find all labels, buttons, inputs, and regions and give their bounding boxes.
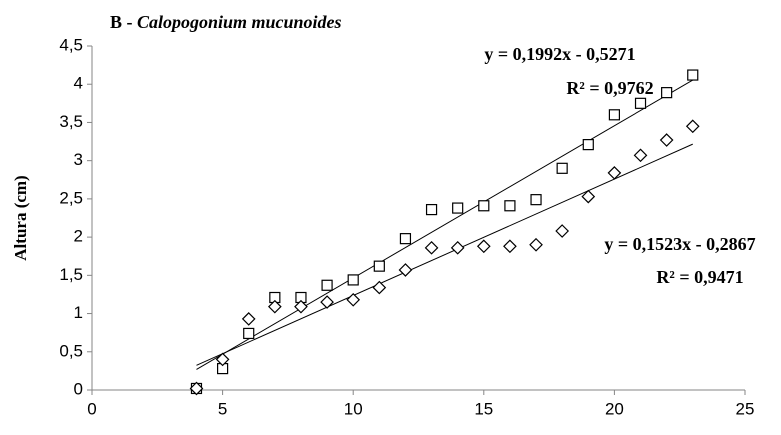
point bbox=[189, 381, 204, 396]
point bbox=[215, 352, 230, 367]
y-tick-label: 3,5 bbox=[59, 112, 83, 131]
y-tick-label: 1 bbox=[74, 303, 83, 322]
chart-title: B - Calopogonium mucunoides bbox=[110, 12, 342, 32]
y-axis-label: Altura (cm) bbox=[11, 175, 30, 260]
point bbox=[478, 200, 490, 212]
trendline-equation: y = 0,1523x - 0,2867 bbox=[604, 234, 755, 254]
x-tick-label: 0 bbox=[87, 399, 96, 418]
trendline bbox=[196, 79, 694, 370]
trendline bbox=[196, 143, 693, 366]
point bbox=[243, 327, 255, 340]
y-tick-label: 0 bbox=[74, 379, 83, 398]
x-tick-label: 20 bbox=[605, 399, 624, 418]
point bbox=[320, 295, 334, 309]
point bbox=[530, 194, 542, 206]
point bbox=[294, 299, 308, 314]
title-prefix: B - bbox=[110, 12, 133, 32]
point bbox=[687, 69, 699, 81]
y-tick-label: 4 bbox=[74, 74, 83, 93]
x-tick-label: 5 bbox=[218, 399, 227, 418]
point bbox=[347, 274, 359, 286]
y-tick-label: 1,5 bbox=[59, 265, 83, 284]
trendline-r2: R² = 0,9762 bbox=[566, 78, 653, 98]
point bbox=[241, 312, 256, 326]
point bbox=[608, 109, 621, 121]
point bbox=[633, 148, 648, 163]
point bbox=[661, 87, 673, 99]
x-tick-label: 15 bbox=[474, 399, 493, 418]
y-tick-label: 3 bbox=[74, 150, 83, 169]
point bbox=[372, 280, 387, 295]
point bbox=[555, 224, 570, 238]
point bbox=[399, 233, 412, 245]
title-species: Calopogonium mucunoides bbox=[137, 12, 342, 32]
trendline-r2: R² = 0,9471 bbox=[656, 267, 743, 287]
point bbox=[373, 260, 385, 272]
point bbox=[556, 162, 568, 174]
point bbox=[346, 292, 361, 307]
point bbox=[321, 279, 333, 291]
point bbox=[424, 240, 439, 255]
y-tick-label: 4,5 bbox=[59, 35, 83, 54]
point bbox=[267, 299, 282, 314]
point bbox=[685, 119, 700, 134]
y-tick-label: 2,5 bbox=[59, 188, 83, 207]
point bbox=[504, 200, 516, 212]
y-tick-label: 0,5 bbox=[59, 341, 83, 360]
point bbox=[529, 237, 543, 252]
point bbox=[503, 239, 517, 254]
x-tick-label: 10 bbox=[344, 399, 363, 418]
point bbox=[607, 166, 622, 180]
point bbox=[581, 189, 596, 204]
point bbox=[582, 139, 594, 151]
point bbox=[398, 263, 413, 277]
point bbox=[450, 240, 465, 255]
x-tick-label: 25 bbox=[736, 399, 755, 418]
trendline-equation: y = 0,1992x - 0,5271 bbox=[484, 44, 635, 64]
point bbox=[659, 133, 674, 147]
point bbox=[452, 202, 464, 214]
point bbox=[425, 203, 438, 216]
point bbox=[476, 239, 491, 254]
y-tick-label: 2 bbox=[74, 227, 83, 246]
point bbox=[634, 97, 647, 109]
